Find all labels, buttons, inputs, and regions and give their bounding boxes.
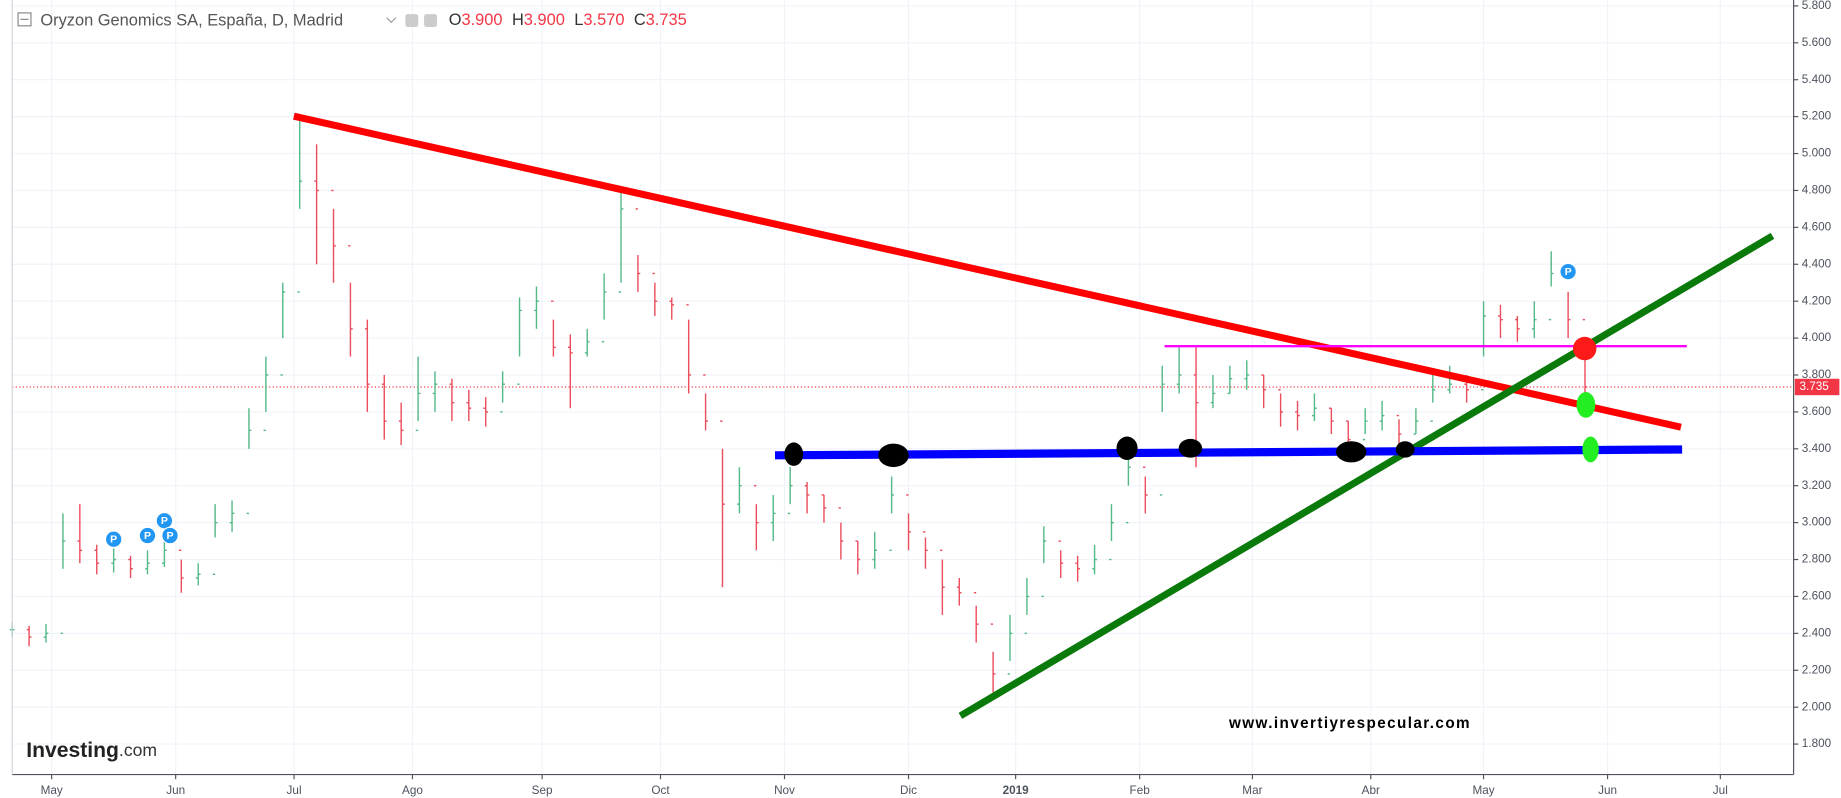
ohlc-label: C <box>634 11 646 29</box>
ohlc-value: 3.900 <box>462 11 503 29</box>
logo-suffix: .com <box>119 740 157 760</box>
touch-marker <box>1178 438 1203 458</box>
y-tick-label: 3.200 <box>1802 479 1832 492</box>
x-tick-label: Abr <box>1362 784 1380 797</box>
axes: 1.800 2.000 2.200 2.400 2.600 2.800 3.000 3.200… <box>41 0 1840 797</box>
y-tick-label: 4.200 <box>1802 294 1832 307</box>
signal-marker <box>1582 436 1599 463</box>
y-tick-label: 3.800 <box>1802 368 1832 381</box>
event-marker <box>161 526 179 545</box>
y-tick-label: 2.600 <box>1802 590 1832 603</box>
y-tick-label: 4.600 <box>1802 220 1832 233</box>
ohlc-label: H <box>512 11 524 29</box>
event-marker <box>104 530 123 549</box>
x-tick-label: 2019 <box>1003 784 1030 797</box>
y-tick-label: 5.800 <box>1802 0 1832 12</box>
y-tick-label: 5.200 <box>1802 110 1832 123</box>
event-label: P <box>161 515 168 527</box>
ohlc-value: 3.900 <box>524 11 565 29</box>
ohlc-label: L <box>574 11 583 29</box>
settings-icon[interactable] <box>424 14 438 27</box>
drawings <box>293 112 1775 719</box>
watermark: www.invertiyrespecular.com <box>1228 715 1471 732</box>
x-tick-label: Jun <box>166 784 185 797</box>
x-tick-label: Oct <box>651 784 670 797</box>
ohlc-label: O <box>449 11 462 29</box>
eye-icon[interactable] <box>405 14 419 27</box>
logo: Investing.com <box>26 739 157 762</box>
collapse-icon[interactable] <box>17 12 32 27</box>
x-tick-label: Sep <box>532 784 553 797</box>
grid <box>12 0 1794 775</box>
signal-marker <box>1572 336 1597 361</box>
x-tick-label: Dic <box>900 784 917 797</box>
x-tick-label: Jul <box>287 784 302 797</box>
event-label: P <box>110 534 117 546</box>
y-tick-label: 1.800 <box>1802 737 1832 750</box>
event-label: P <box>167 530 174 542</box>
x-tick-label: Jul <box>1713 784 1728 797</box>
x-tick-label: Nov <box>774 784 795 797</box>
title-dropdown[interactable] <box>386 17 397 24</box>
support-trendline <box>958 232 1775 719</box>
touch-marker <box>784 442 804 466</box>
y-tick-label: 5.400 <box>1802 73 1832 86</box>
ohlc-value: 3.570 <box>583 11 624 29</box>
y-tick-label: 4.800 <box>1802 184 1832 197</box>
x-tick-label: Mar <box>1242 784 1262 797</box>
x-tick-label: Feb <box>1130 784 1151 797</box>
ohlc-values: O3.900 H3.900 L3.570 C3.735 <box>449 11 687 29</box>
last-price-label: 3.735 <box>1799 380 1829 393</box>
event-label: P <box>1565 266 1572 278</box>
y-tick-label: 5.600 <box>1802 36 1832 49</box>
y-tick-label: 3.600 <box>1802 405 1832 418</box>
last-price-box <box>1794 378 1840 396</box>
y-tick-label: 4.000 <box>1802 331 1832 344</box>
x-tick-label: Jun <box>1598 784 1617 797</box>
logo-name: Investing <box>26 739 119 762</box>
event-marker <box>1559 262 1577 281</box>
bars <box>9 120 1588 693</box>
ohlc-legend: O3.900 H3.900 L3.570 C3.735 <box>449 11 687 29</box>
event-marker <box>138 526 157 545</box>
touch-marker <box>1395 441 1415 458</box>
touch-marker <box>878 443 909 468</box>
x-tick-label: May <box>1472 784 1494 797</box>
signal-marker <box>1576 391 1596 418</box>
y-tick-label: 2.200 <box>1802 663 1832 676</box>
touch-marker <box>1335 441 1367 463</box>
horizontal-support <box>774 445 1683 460</box>
y-tick-label: 2.800 <box>1802 553 1832 566</box>
y-tick-label: 3.400 <box>1802 442 1832 455</box>
x-tick-label: Ago <box>402 784 423 797</box>
touch-marker <box>1116 436 1138 461</box>
resistance-trendline <box>293 112 1682 431</box>
x-tick-label: May <box>41 784 63 797</box>
event-label: P <box>144 530 151 542</box>
y-tick-label: 5.000 <box>1802 147 1832 160</box>
ohlc-value: 3.735 <box>646 11 687 29</box>
y-tick-label: 4.400 <box>1802 257 1832 270</box>
y-tick-label: 2.000 <box>1802 700 1832 713</box>
y-tick-label: 3.000 <box>1802 516 1832 529</box>
y-tick-label: 2.400 <box>1802 626 1832 639</box>
chart-title: Oryzon Genomics SA, España, D, Madrid <box>40 11 343 29</box>
